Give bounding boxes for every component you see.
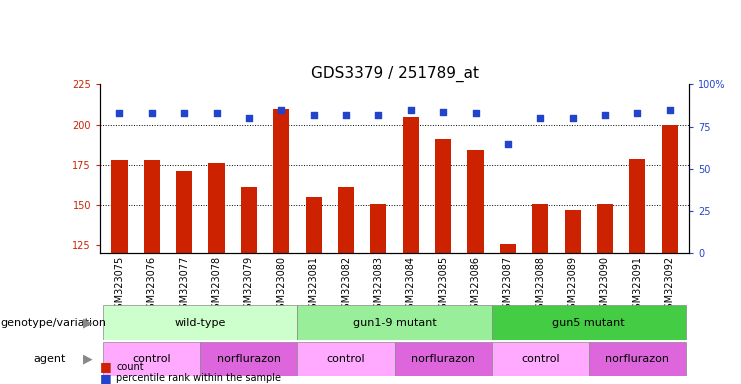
Bar [394,342,492,376]
Bar [662,125,678,253]
Point [243,115,255,121]
Text: GSM323082: GSM323082 [341,256,351,315]
Bar [589,342,686,376]
Point [437,108,449,114]
Text: percentile rank within the sample: percentile rank within the sample [116,373,282,383]
Text: GSM323086: GSM323086 [471,256,480,315]
Text: ▶: ▶ [83,316,92,329]
Bar [468,151,484,253]
Text: wild-type: wild-type [175,318,226,328]
Bar [103,305,297,340]
Text: GSM323076: GSM323076 [147,256,157,315]
Text: GSM323089: GSM323089 [568,256,577,315]
Point [534,115,546,121]
Text: genotype/variation: genotype/variation [1,318,107,328]
Text: norflurazon: norflurazon [411,354,475,364]
Text: GSM323081: GSM323081 [309,256,319,315]
Text: GSM323078: GSM323078 [212,256,222,315]
Text: ▶: ▶ [83,353,92,366]
Point [276,107,288,113]
Text: count: count [116,362,144,372]
Bar [144,160,160,253]
Bar [176,171,192,253]
Point [146,110,158,116]
Bar [435,139,451,253]
Text: norflurazon: norflurazon [217,354,281,364]
Point [470,110,482,116]
Bar [402,117,419,253]
Bar [200,342,297,376]
Bar [532,204,548,253]
Text: GSM323088: GSM323088 [535,256,545,315]
Text: ■: ■ [100,372,112,384]
Point [308,112,319,118]
Bar [499,244,516,253]
Text: GSM323083: GSM323083 [373,256,383,315]
Text: agent: agent [33,354,66,364]
Bar [273,109,290,253]
Text: control: control [327,354,365,364]
Text: GSM323092: GSM323092 [665,256,675,315]
Point [631,110,643,116]
Point [340,112,352,118]
Bar [597,204,613,253]
Text: GSM323090: GSM323090 [600,256,610,315]
Text: GSM323085: GSM323085 [438,256,448,315]
Point [373,112,385,118]
Bar [565,210,581,253]
Bar [241,187,257,253]
Text: GSM323091: GSM323091 [632,256,642,315]
Text: norflurazon: norflurazon [605,354,669,364]
Title: GDS3379 / 251789_at: GDS3379 / 251789_at [310,66,479,82]
Point [113,110,125,116]
Point [567,115,579,121]
Point [179,110,190,116]
Text: gun5 mutant: gun5 mutant [553,318,625,328]
Text: GSM323080: GSM323080 [276,256,286,315]
Point [405,107,416,113]
Bar [111,160,127,253]
Bar [297,305,492,340]
Text: GSM323087: GSM323087 [503,256,513,315]
Bar [629,159,645,253]
Text: gun1-9 mutant: gun1-9 mutant [353,318,436,328]
Point [502,141,514,147]
Point [210,110,222,116]
Bar [338,187,354,253]
Bar [208,163,225,253]
Bar [492,342,589,376]
Text: GSM323075: GSM323075 [114,256,124,315]
Bar [297,342,394,376]
Bar [305,197,322,253]
Text: GSM323079: GSM323079 [244,256,254,315]
Bar [492,305,686,340]
Text: control: control [133,354,171,364]
Text: GSM323077: GSM323077 [179,256,189,315]
Text: GSM323084: GSM323084 [406,256,416,315]
Bar [370,204,387,253]
Text: control: control [521,354,559,364]
Bar [103,342,200,376]
Point [664,107,676,113]
Text: ■: ■ [100,360,112,373]
Point [599,112,611,118]
